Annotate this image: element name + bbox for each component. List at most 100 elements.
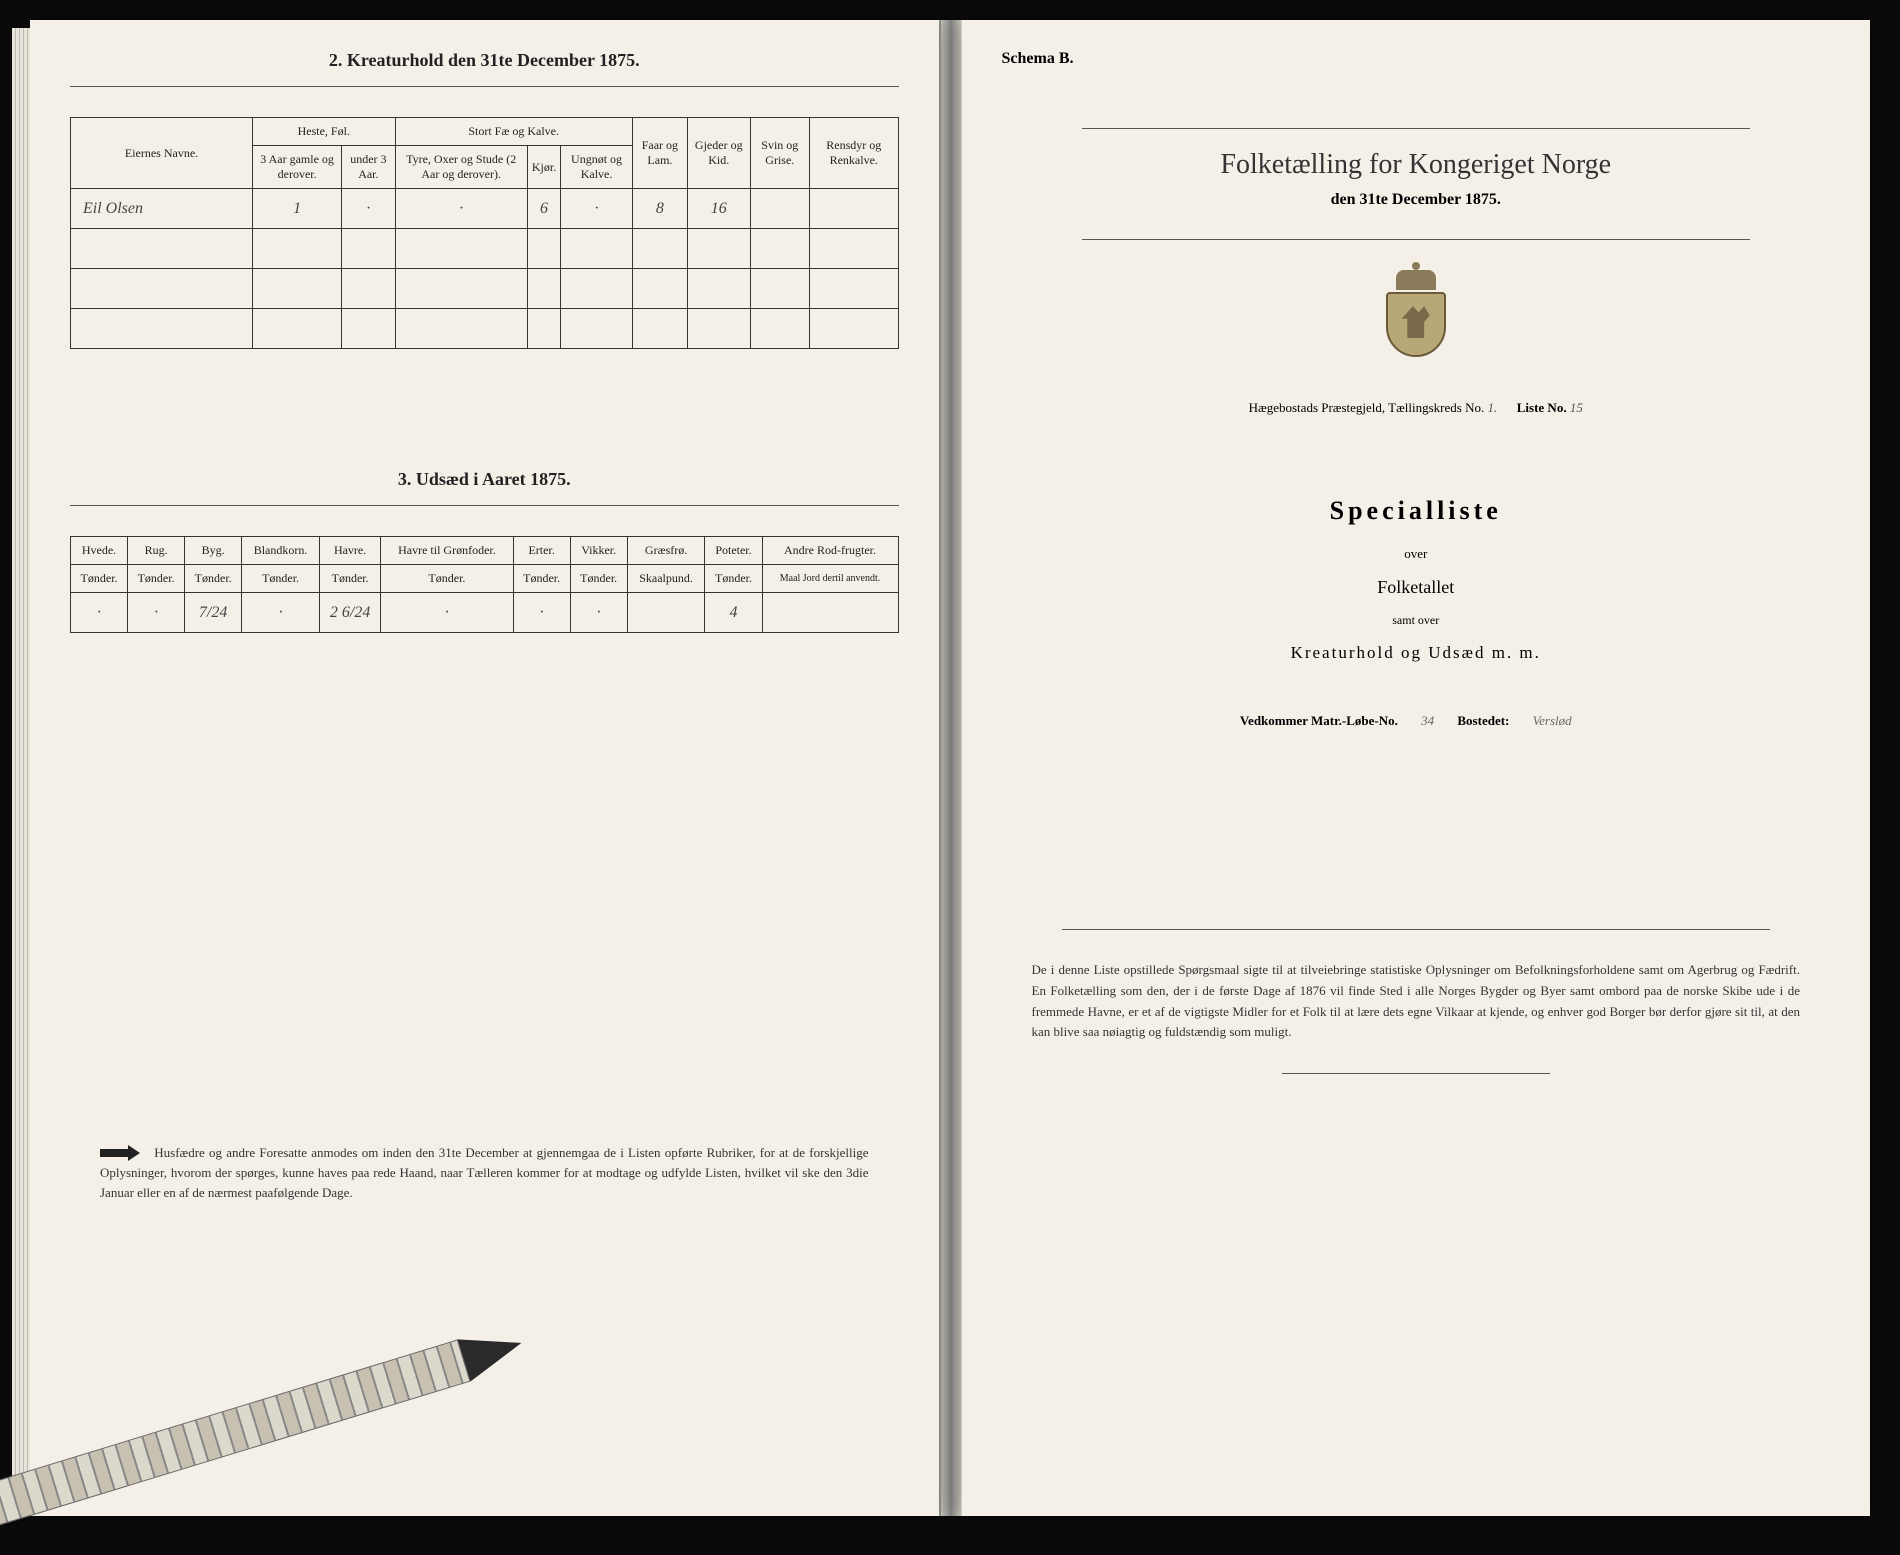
cell: ·	[513, 593, 570, 633]
cell: 6	[527, 189, 560, 229]
liste-no: 15	[1570, 400, 1583, 415]
cell: ·	[381, 593, 513, 633]
kreds-no: 1.	[1487, 400, 1497, 415]
stacked-page-edges	[12, 28, 30, 1496]
pencil-body	[0, 1339, 470, 1539]
unit: Maal Jord dertil anvendt.	[762, 565, 898, 593]
kreatur-label: Kreaturhold og Udsæd m. m.	[1002, 643, 1831, 663]
rule-line	[1082, 239, 1751, 240]
shield-icon	[1386, 292, 1446, 357]
section-3-title: 3. Udsæd i Aaret 1875.	[70, 469, 899, 490]
rule-line	[1282, 1073, 1551, 1074]
col-havre-gron: Havre til Grønfoder.	[381, 537, 513, 565]
col-heste-a: 3 Aar gamle og derover.	[253, 146, 342, 189]
col-rug: Rug.	[128, 537, 185, 565]
col-stort-a: Tyre, Oxer og Stude (2 Aar og derover).	[395, 146, 527, 189]
samt-label: samt over	[1002, 613, 1831, 628]
cell: ·	[71, 593, 128, 633]
rule-line	[70, 505, 899, 506]
left-page: 2. Kreaturhold den 31te December 1875. E…	[30, 20, 941, 1516]
pencil-overlay	[0, 1316, 552, 1555]
footer-text: Husfædre og andre Foresatte anmodes om i…	[100, 1145, 869, 1200]
unit: Tønder.	[128, 565, 185, 593]
cell-owner: Eil Olsen	[71, 189, 253, 229]
pencil-tip	[458, 1322, 528, 1382]
census-subtitle: den 31te December 1875.	[1002, 191, 1831, 209]
over-label: over	[1002, 546, 1831, 562]
table-row-empty	[71, 309, 899, 349]
book-spread: 2. Kreaturhold den 31te December 1875. E…	[30, 20, 1870, 1516]
col-owner-name: Eiernes Navne.	[71, 118, 253, 189]
cell: 8	[632, 189, 687, 229]
livestock-table: Eiernes Navne. Heste, Føl. Stort Fæ og K…	[70, 117, 899, 349]
left-footer-note: Husfædre og andre Foresatte anmodes om i…	[70, 1143, 899, 1202]
col-faar: Faar og Lam.	[632, 118, 687, 189]
cell	[810, 189, 898, 229]
cell	[762, 593, 898, 633]
cell: 16	[687, 189, 750, 229]
census-title: Folketælling for Kongeriget Norge	[1002, 149, 1831, 181]
col-rensdyr: Rensdyr og Renkalve.	[810, 118, 898, 189]
cell: 2 6/24	[319, 593, 380, 633]
cell: 1	[253, 189, 342, 229]
praestegjeld-label: Hægebostads Præstegjeld, Tællingskreds N…	[1249, 400, 1485, 415]
rule-line	[1062, 929, 1771, 930]
cell: ·	[128, 593, 185, 633]
rule-line	[1082, 128, 1751, 129]
cell	[750, 189, 809, 229]
unit: Tønder.	[71, 565, 128, 593]
col-byg: Byg.	[185, 537, 242, 565]
cell: 7/24	[185, 593, 242, 633]
coat-of-arms-icon	[1381, 270, 1451, 360]
col-svin: Svin og Grise.	[750, 118, 809, 189]
unit: Tønder.	[570, 565, 627, 593]
unit: Tønder.	[705, 565, 762, 593]
folketallet-label: Folketallet	[1002, 577, 1831, 598]
col-hvede: Hvede.	[71, 537, 128, 565]
section-2-title: 2. Kreaturhold den 31te December 1875.	[70, 50, 899, 71]
cell: ·	[395, 189, 527, 229]
unit: Tønder.	[381, 565, 513, 593]
table-row: Eil Olsen 1 · · 6 · 8 16	[71, 189, 899, 229]
crown-icon	[1396, 270, 1436, 290]
cell: ·	[570, 593, 627, 633]
unit: Skaalpund.	[627, 565, 705, 593]
unit: Tønder.	[319, 565, 380, 593]
pointing-hand-icon	[100, 1143, 140, 1163]
matr-no: 34	[1421, 713, 1434, 728]
table-row-empty	[71, 269, 899, 309]
col-blandkorn: Blandkorn.	[242, 537, 320, 565]
col-vikker: Vikker.	[570, 537, 627, 565]
unit: Tønder.	[513, 565, 570, 593]
right-page: Schema B. Folketælling for Kongeriget No…	[961, 20, 1871, 1516]
col-gjeder: Gjeder og Kid.	[687, 118, 750, 189]
table-row: · · 7/24 · 2 6/24 · · · 4	[71, 593, 899, 633]
right-footer-text: De i denne Liste opstillede Spørgsmaal s…	[1002, 960, 1831, 1043]
cell: ·	[342, 189, 395, 229]
col-andre: Andre Rod-frugter.	[762, 537, 898, 565]
col-heste-b: under 3 Aar.	[342, 146, 395, 189]
parish-line: Hægebostads Præstegjeld, Tællingskreds N…	[1002, 400, 1831, 416]
book-spine	[941, 20, 961, 1516]
col-stort-b: Kjør.	[527, 146, 560, 189]
liste-label: Liste No.	[1517, 400, 1567, 415]
cell: ·	[561, 189, 633, 229]
col-group-stort: Stort Fæ og Kalve.	[395, 118, 632, 146]
bostedet-value: Verslød	[1533, 713, 1572, 728]
cell	[627, 593, 705, 633]
col-graesfro: Græsfrø.	[627, 537, 705, 565]
col-havre: Havre.	[319, 537, 380, 565]
specialliste-title: Specialliste	[1002, 496, 1831, 526]
col-stort-c: Ungnøt og Kalve.	[561, 146, 633, 189]
schema-label: Schema B.	[1002, 50, 1831, 68]
cell: 4	[705, 593, 762, 633]
unit: Tønder.	[242, 565, 320, 593]
table-row-empty	[71, 229, 899, 269]
seed-table: Hvede. Rug. Byg. Blandkorn. Havre. Havre…	[70, 536, 899, 633]
col-erter: Erter.	[513, 537, 570, 565]
col-poteter: Poteter.	[705, 537, 762, 565]
unit: Tønder.	[185, 565, 242, 593]
vedkommer-line: Vedkommer Matr.-Løbe-No. 34 Bostedet: Ve…	[1002, 713, 1831, 729]
col-group-heste: Heste, Føl.	[253, 118, 395, 146]
rule-line	[70, 86, 899, 87]
